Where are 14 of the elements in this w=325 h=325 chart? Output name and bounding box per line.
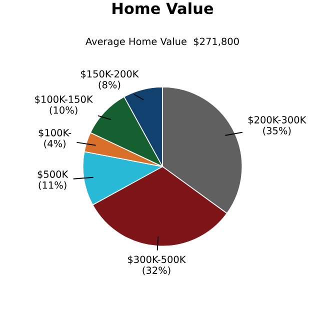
chart-subtitle: Average Home Value $271,800 [86,38,239,47]
slice-label: $300K-500K [128,256,186,264]
slice-label: $150K-200K [81,70,139,79]
slice-label: $100K-150K [35,95,94,104]
data-label: (32%) [142,266,170,276]
data-label: (35%) [263,126,291,136]
chart-title: Home Value [112,2,214,14]
slice-label: $200K-300K [248,116,306,125]
data-label: (11%) [38,181,66,190]
data-label: (4%) [44,140,66,148]
data-label: (10%) [50,106,78,115]
slice-label: $500K [38,170,68,180]
slice-label: $100K- [38,128,72,138]
data-label: (8%) [98,80,120,90]
